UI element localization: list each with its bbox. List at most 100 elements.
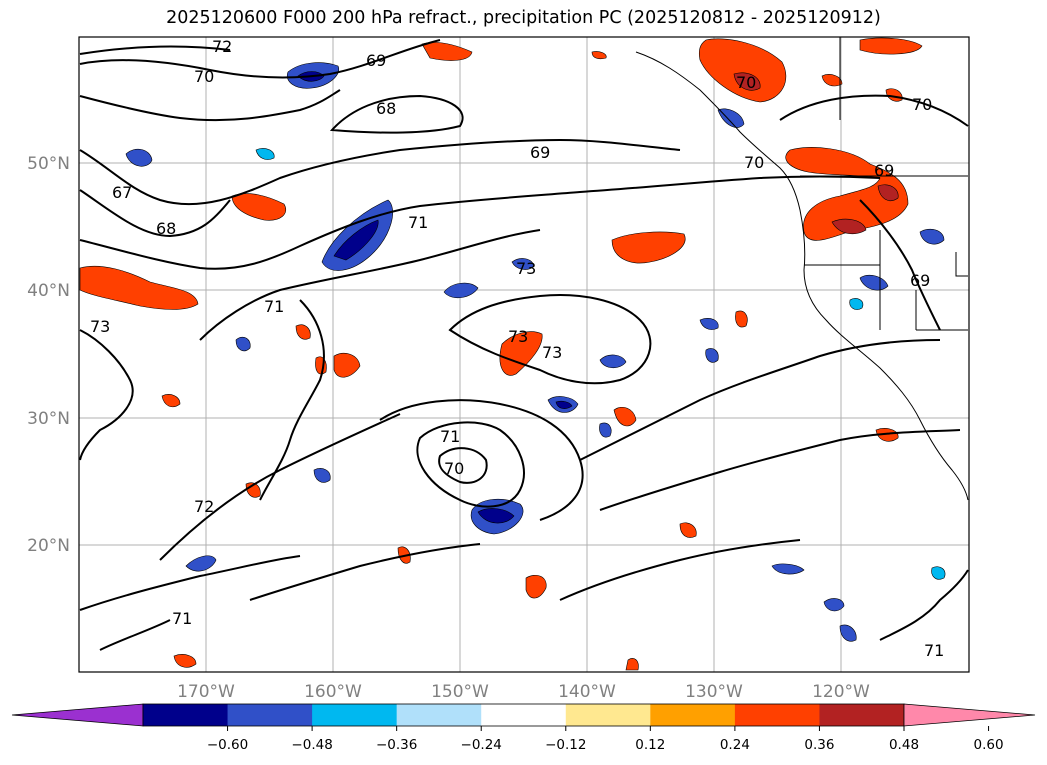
- colorbar-segment: [565, 704, 651, 726]
- contour-line: [199, 229, 541, 341]
- contour-label: 69: [910, 271, 930, 290]
- neg-area: [919, 228, 945, 245]
- contour-line: [859, 199, 941, 331]
- neg-area: [705, 348, 719, 363]
- refractivity-contours: [79, 39, 969, 651]
- neg-area: [443, 282, 479, 299]
- neg-area: [185, 555, 217, 572]
- contour-line: [79, 45, 231, 55]
- contour-label: 70: [912, 95, 932, 114]
- contour-label: 68: [156, 219, 176, 238]
- coastlines: [635, 37, 969, 501]
- colorbar-tick-label: −0.48: [291, 737, 332, 753]
- contour-label: 69: [530, 143, 550, 162]
- pos-area: [173, 654, 197, 668]
- pos-area: [611, 231, 686, 264]
- colorbar-tick-label: −0.12: [545, 737, 586, 753]
- contour-line: [79, 189, 231, 238]
- colorbar-segment: [227, 704, 313, 726]
- contour-line: [579, 339, 941, 461]
- colorbar-tick-label: −0.36: [376, 737, 417, 753]
- contour-label: 71: [440, 427, 460, 446]
- contour-line: [79, 39, 441, 79]
- lon-label: 170°W: [177, 682, 235, 702]
- lat-label: 20°N: [27, 536, 70, 556]
- map-border: [78, 36, 970, 673]
- negative-precip-areas: [125, 62, 946, 642]
- contour-line: [259, 299, 325, 501]
- colorbar-tick-label: −0.24: [461, 737, 502, 753]
- contour-label: 69: [874, 161, 894, 180]
- neg-area: [717, 108, 745, 128]
- pos-area: [785, 147, 909, 241]
- pos-area: [698, 38, 787, 103]
- contour-line: [249, 543, 481, 601]
- pos-area: [877, 184, 899, 201]
- colorbar-tick-label: −0.60: [207, 737, 248, 753]
- contour-line: [379, 399, 584, 521]
- map-title: 2025120600 F000 200 hPa refract., precip…: [166, 8, 881, 28]
- neg-area: [477, 508, 515, 524]
- pos-area: [421, 42, 473, 61]
- pos-area: [161, 394, 181, 408]
- contour-label: 70: [736, 73, 756, 92]
- neg-area: [555, 400, 573, 409]
- contour-label: 73: [90, 317, 110, 336]
- lon-label: 130°W: [685, 682, 743, 702]
- contour-line: [779, 94, 969, 127]
- contour-line: [879, 569, 969, 641]
- neg-area: [255, 148, 275, 160]
- neg-area: [511, 258, 535, 270]
- contour-label: 71: [408, 213, 428, 232]
- colorbar-segment: [481, 704, 567, 726]
- pos-area: [735, 310, 748, 328]
- lat-label: 30°N: [27, 409, 70, 429]
- lat-label: 50°N: [27, 154, 70, 174]
- colorbar-segment: [650, 704, 736, 726]
- pos-area: [733, 72, 761, 91]
- north-america-coast: [635, 51, 969, 501]
- pos-area: [875, 428, 899, 442]
- neg-area: [823, 598, 845, 612]
- contour-label: 70: [444, 459, 464, 478]
- latitude-labels: 50°N 40°N 30°N 20°N: [27, 154, 70, 556]
- pos-area: [591, 51, 607, 60]
- pos-area: [613, 407, 637, 427]
- colorbar-segment: [819, 704, 905, 726]
- neg-area: [771, 563, 805, 575]
- pos-area: [831, 218, 867, 235]
- colorbar-ticks: −0.60 −0.48 −0.36 −0.24 −0.12 0.12 0.24 0.36 0.4…: [207, 726, 1004, 753]
- contour-label: 72: [212, 37, 232, 56]
- neg-area: [313, 468, 331, 483]
- colorbar-segment: [396, 704, 482, 726]
- lon-label: 140°W: [558, 682, 616, 702]
- contour-label: 71: [172, 609, 192, 628]
- pos-area: [499, 331, 543, 376]
- lon-label: 160°W: [304, 682, 362, 702]
- colorbar-segment: [143, 704, 229, 726]
- contour-label: 68: [376, 99, 396, 118]
- neg-area: [599, 422, 612, 438]
- colorbar-extend-right: [903, 703, 1036, 727]
- positive-precip-areas: [79, 37, 923, 671]
- colorbar-segment: [734, 704, 820, 726]
- contour-label: 73: [516, 259, 536, 278]
- lon-label: 150°W: [431, 682, 489, 702]
- neg-area: [599, 354, 627, 369]
- colorbar-tick-label: 0.36: [804, 737, 834, 753]
- contour-line: [159, 413, 401, 561]
- longitude-labels: 170°W 160°W 150°W 140°W 130°W 120°W: [177, 682, 870, 702]
- colorbar-segment: [312, 704, 398, 726]
- contour-label: 71: [264, 297, 284, 316]
- neg-area: [235, 336, 251, 352]
- lat-label: 40°N: [27, 281, 70, 301]
- pos-area: [525, 575, 547, 599]
- contour-label: 73: [508, 327, 528, 346]
- contour-line: [416, 421, 525, 508]
- neg-area: [839, 624, 857, 642]
- contour-labels: 72 70 68 69 67 68 71 73 71 73 73 73 71 7…: [90, 37, 944, 660]
- pos-area: [859, 37, 923, 55]
- contour-line: [79, 138, 681, 206]
- contour-line: [79, 89, 341, 122]
